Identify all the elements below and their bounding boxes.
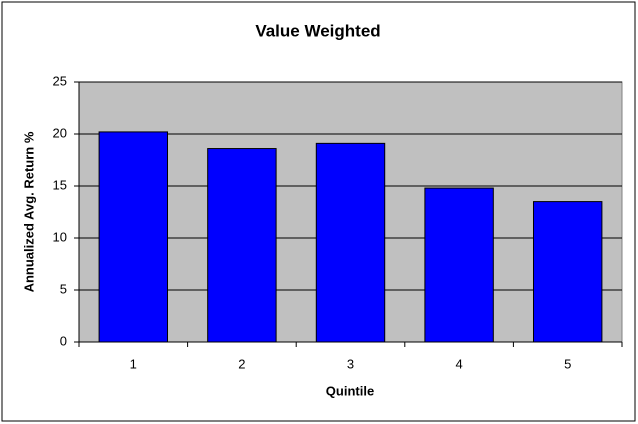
x-tick-label: 2 (238, 356, 245, 371)
x-tick-label: 5 (564, 356, 571, 371)
y-axis-title: Annualized Avg. Return % (21, 131, 36, 292)
x-tick-label: 1 (130, 356, 137, 371)
bar (424, 187, 494, 343)
bar (532, 201, 603, 343)
bar (315, 142, 386, 343)
y-tick-label: 0 (60, 333, 67, 348)
y-tick-label: 10 (53, 229, 67, 244)
y-tick-label: 20 (53, 125, 67, 140)
y-tick-label: 25 (53, 73, 67, 88)
x-tick-label: 3 (347, 356, 354, 371)
bar (98, 131, 169, 343)
y-tick-label: 5 (60, 281, 67, 296)
x-axis-title: Quintile (326, 383, 374, 398)
y-tick-label: 15 (53, 177, 67, 192)
x-tick-label: 4 (455, 356, 462, 371)
chart-title: Value Weighted (255, 21, 380, 40)
bar (207, 148, 277, 343)
